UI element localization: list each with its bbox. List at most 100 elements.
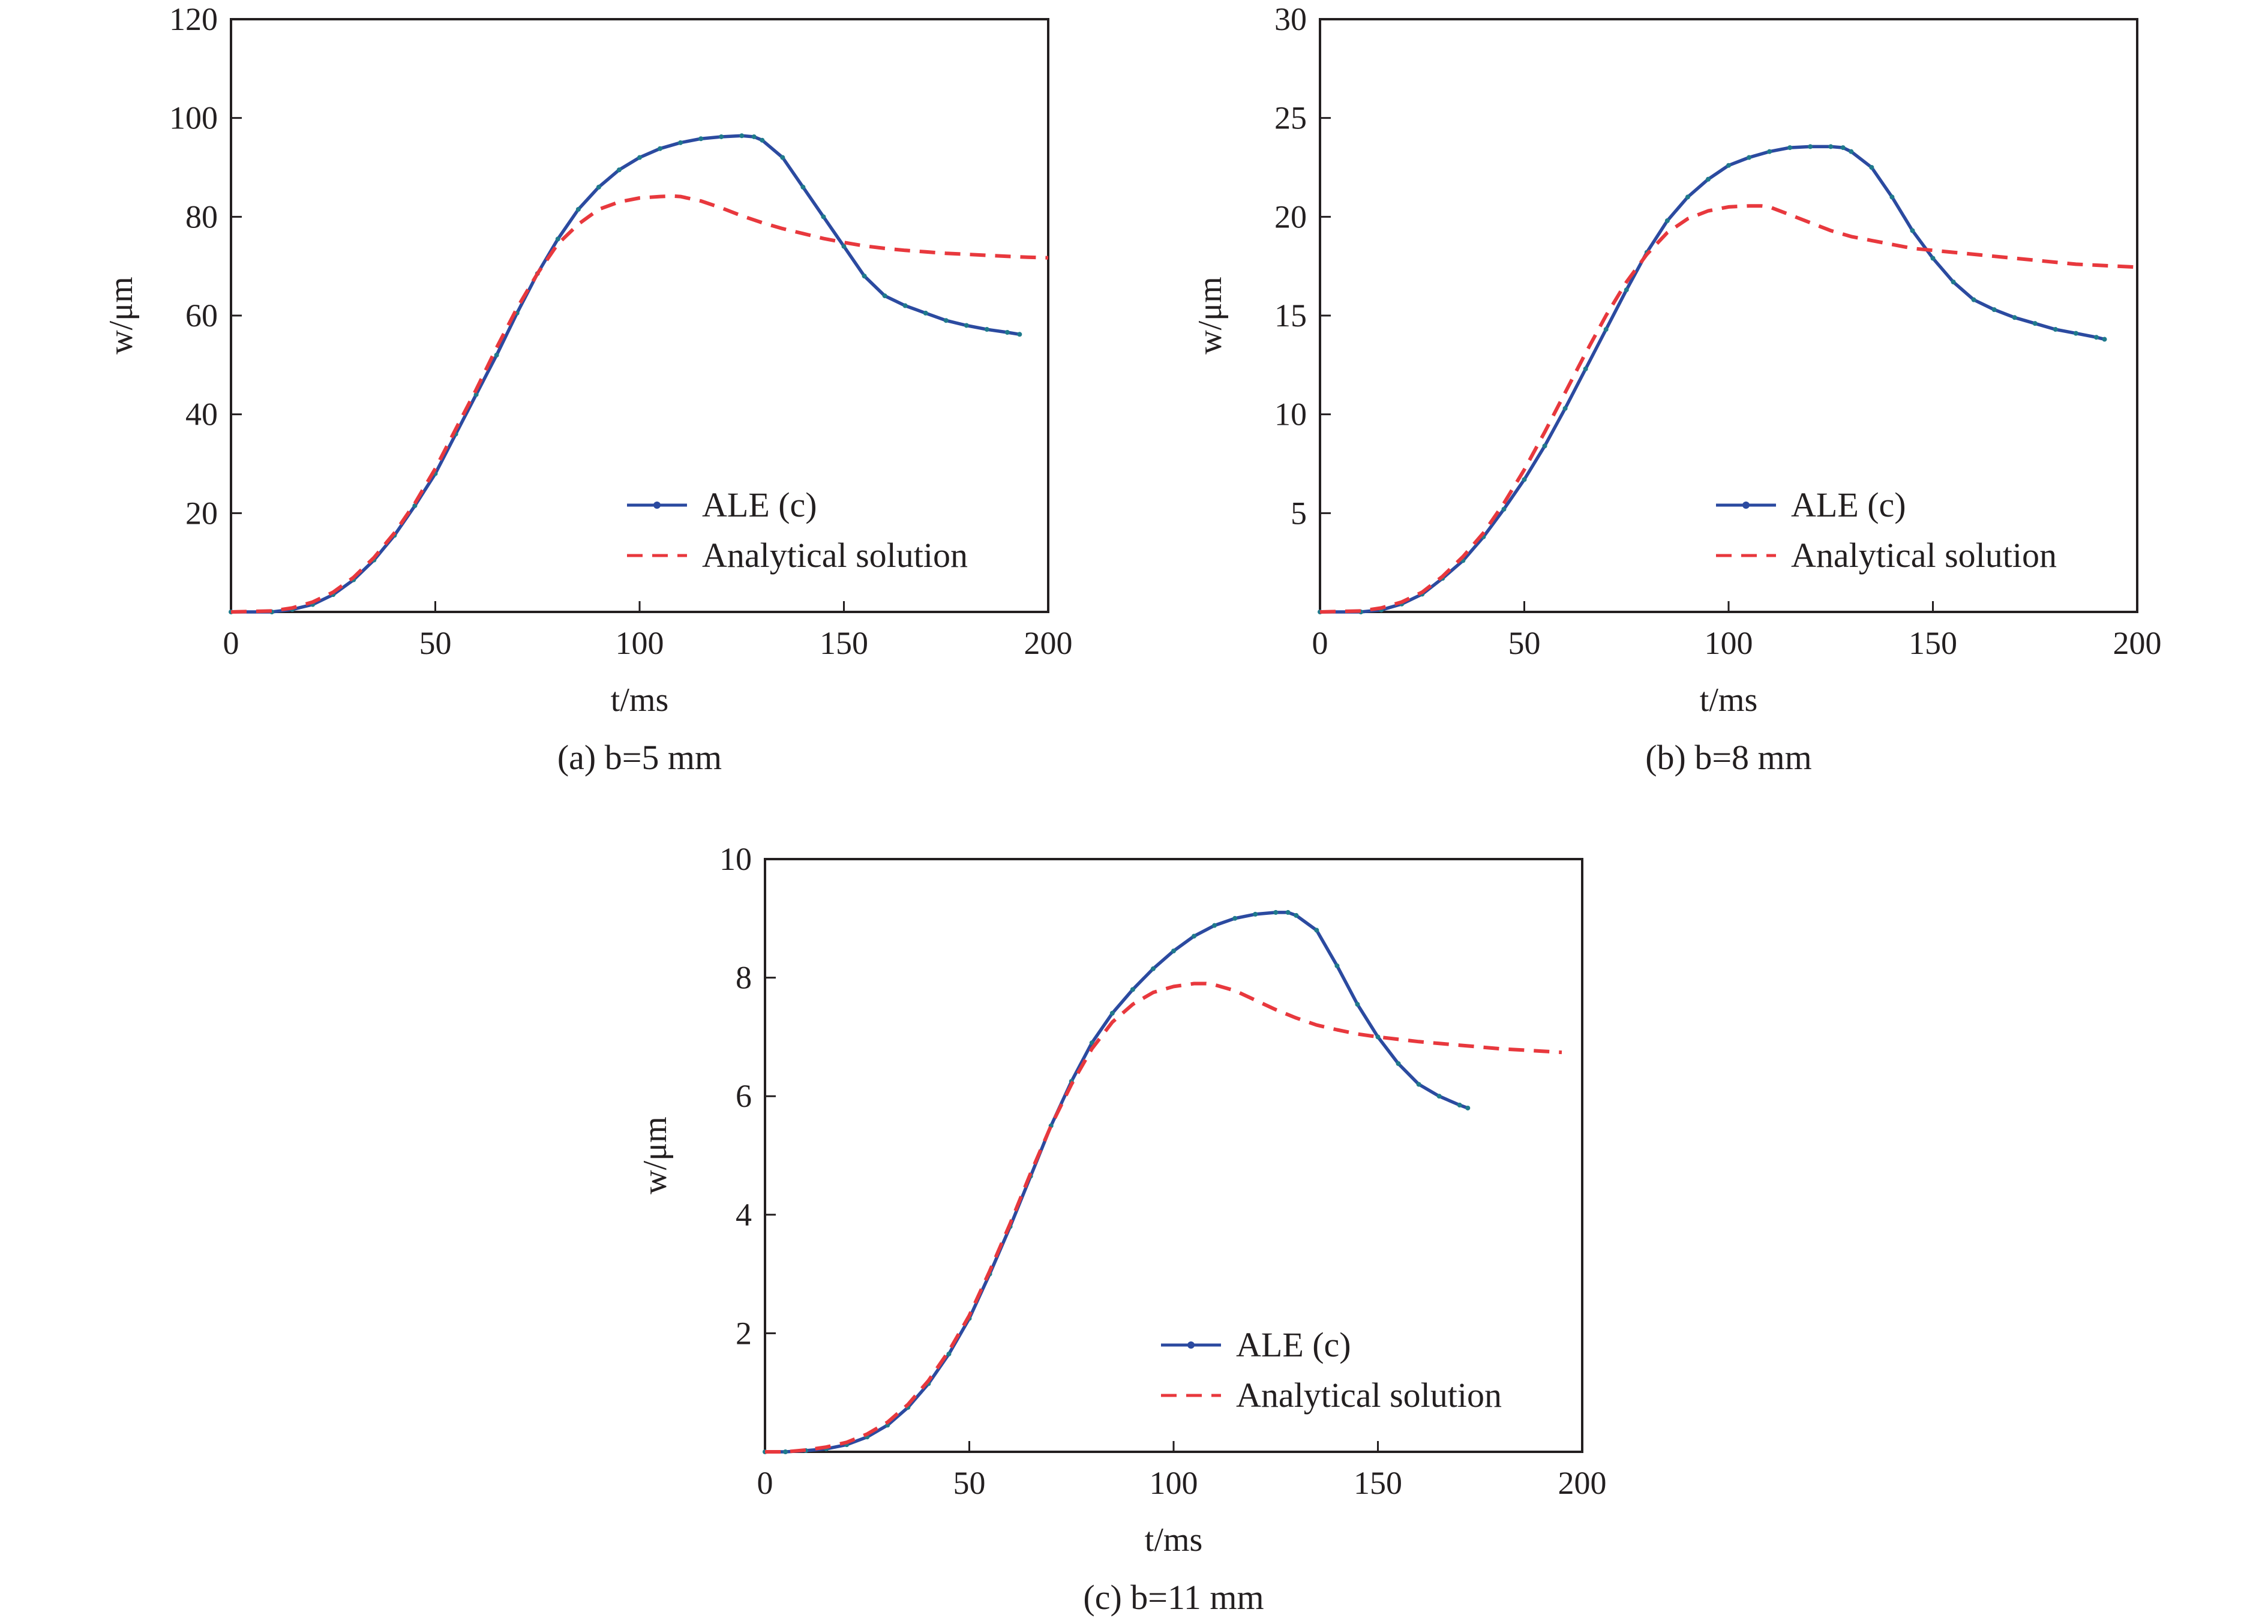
legend: ALE (c) Analytical solution — [1161, 1325, 1502, 1415]
legend: ALE (c) Analytical solution — [1716, 485, 2057, 575]
ale-point — [943, 318, 949, 323]
ale-point — [902, 303, 908, 308]
ale-point — [1624, 287, 1629, 293]
ale-point — [964, 323, 969, 328]
y-tick-label: 40 — [185, 397, 218, 433]
ale-point — [923, 310, 928, 316]
y-axis-title: w/μm — [103, 277, 140, 355]
y-tick-label: 15 — [1274, 298, 1307, 334]
ale-point — [2012, 315, 2017, 320]
legend-label: Analytical solution — [1236, 1376, 1502, 1415]
x-tick-label: 200 — [2113, 625, 2162, 661]
y-tick-label: 20 — [185, 495, 218, 531]
ale-point — [2093, 335, 2099, 340]
ale-point — [1542, 443, 1547, 449]
series-group — [229, 133, 1049, 614]
ale-point — [1664, 218, 1670, 223]
ale-point — [1583, 366, 1588, 371]
y-tick-label: 5 — [1291, 495, 1307, 531]
legend-marker — [653, 502, 661, 509]
x-tick-label: 150 — [1909, 625, 1957, 661]
ale-point — [1416, 1082, 1421, 1087]
x-tick-label: 150 — [1354, 1465, 1402, 1501]
x-tick-label: 50 — [953, 1465, 986, 1501]
analytical-solution-line — [765, 981, 1562, 1454]
ale-point — [882, 293, 887, 299]
panel-caption: (a) b=5 mm — [557, 738, 722, 777]
ale-point — [1314, 927, 1319, 933]
ale-line — [765, 911, 1469, 1454]
plot-frame — [230, 18, 1049, 613]
ale-point — [1869, 165, 1874, 170]
x-axis-title: t/ms — [1700, 682, 1757, 719]
ale-point — [821, 214, 826, 220]
ale-point — [1849, 149, 1854, 154]
x-tick-label: 100 — [616, 625, 664, 661]
y-tick-label: 10 — [1274, 397, 1307, 433]
ale-point — [1004, 329, 1010, 335]
legend-label: ALE (c) — [1236, 1325, 1351, 1364]
ale-point — [1285, 909, 1291, 915]
ale-point — [1971, 297, 1976, 302]
legend-label: Analytical solution — [702, 536, 968, 575]
analytical-solution-line — [230, 194, 1049, 614]
x-tick-label: 0 — [757, 1465, 773, 1501]
ale-point — [1465, 1105, 1471, 1110]
ale-point — [1232, 915, 1238, 921]
ale-point — [1375, 1034, 1381, 1040]
ale-point — [616, 167, 622, 173]
legend-label: ALE (c) — [1791, 485, 1906, 524]
ale-point — [1787, 145, 1793, 151]
panel-caption: (b) b=8 mm — [1645, 738, 1812, 777]
ale-point — [412, 503, 418, 508]
ale-point — [1705, 176, 1711, 182]
y-tick-label: 2 — [736, 1315, 752, 1351]
y-tick-label: 60 — [185, 298, 218, 334]
ale-point — [1109, 1010, 1115, 1016]
ale-point — [751, 134, 757, 139]
ale-point — [841, 244, 847, 249]
ale-point — [698, 136, 704, 142]
panel-caption: (c) b=11 mm — [1083, 1578, 1264, 1617]
ale-point — [1355, 1002, 1360, 1007]
x-tick-label: 0 — [1312, 625, 1328, 661]
ale-point — [946, 1351, 952, 1356]
ale-line — [231, 134, 1020, 614]
ale-point — [1889, 194, 1895, 200]
ale-point — [1150, 966, 1156, 971]
y-tick-label: 8 — [736, 960, 752, 996]
series-group — [763, 909, 1562, 1454]
plot-frame — [764, 858, 1583, 1453]
ale-point — [555, 236, 560, 242]
ale-point — [1562, 406, 1568, 411]
ale-point — [596, 184, 601, 190]
ale-point — [1747, 155, 1752, 160]
ale-point — [1840, 145, 1846, 151]
ale-point — [1991, 307, 1997, 313]
y-tick-label: 100 — [169, 100, 218, 136]
ale-point — [1089, 1040, 1094, 1046]
ale-point — [2032, 321, 2038, 326]
ale-point — [1910, 228, 1915, 233]
chart-panel-b: 0 50 100 150 200 5 10 15 20 25 30 t/ms w/μm (b) b=8 m… — [1192, 1, 2162, 777]
chart-panel-c: 0 50 100 150 200 2 4 6 8 10 t/ms w/μm (c) b=11 mm ALE… — [637, 841, 1607, 1617]
ale-point — [1930, 256, 1936, 261]
x-tick-label: 200 — [1558, 1465, 1607, 1501]
chart-panel-a: 0 50 100 150 200 20 40 60 80 100 120 t/ms w/μm (a) b=… — [103, 1, 1073, 777]
y-axis-title: w/μm — [637, 1116, 674, 1194]
x-tick-label: 50 — [419, 625, 452, 661]
y-tick-label: 30 — [1274, 1, 1307, 37]
ale-point — [1192, 933, 1197, 939]
ale-point — [1017, 332, 1022, 337]
ale-point — [984, 327, 989, 332]
x-tick-label: 100 — [1150, 1465, 1198, 1501]
ale-point — [1253, 911, 1258, 917]
ale-point — [1436, 1094, 1442, 1099]
ale-point — [1212, 923, 1217, 928]
ale-point — [760, 137, 765, 143]
ale-point — [2053, 327, 2058, 332]
y-tick-label: 25 — [1274, 100, 1307, 136]
ale-point — [739, 133, 745, 139]
ale-point — [678, 140, 683, 145]
ale-point — [783, 1449, 788, 1454]
